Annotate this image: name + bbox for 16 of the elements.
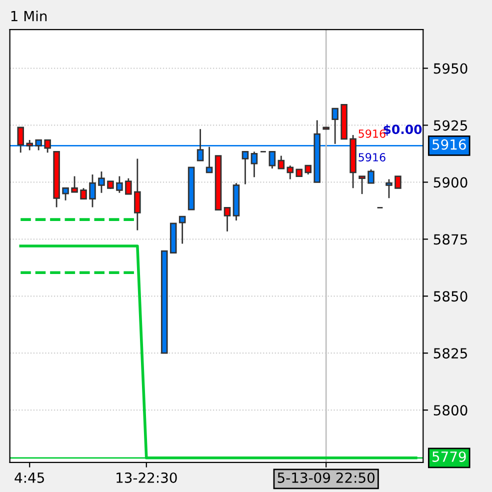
y-tick-label: 5925 [434,120,467,131]
x-tick-label: 4:45 [14,472,44,483]
x-tick-label: 5-13-09 22:50 [278,472,374,483]
ref-line-label: 5916 [358,153,386,162]
y-tick-label: 5900 [434,177,468,188]
chart-title: 1 Min [11,10,47,22]
annotation: $0.00 [384,124,422,136]
x-tick-label: 13-22:30 [116,472,177,483]
y-tick-label: 5850 [434,291,468,302]
y-tick-label: 5875 [434,234,467,245]
ref-line-label: 5779 [432,451,466,462]
y-tick-label: 5825 [434,348,467,359]
annotation: 5916 [358,129,386,138]
y-tick-label: 5950 [434,63,468,74]
y-tick-label: 5800 [434,405,468,416]
text: 5916 [432,139,466,150]
